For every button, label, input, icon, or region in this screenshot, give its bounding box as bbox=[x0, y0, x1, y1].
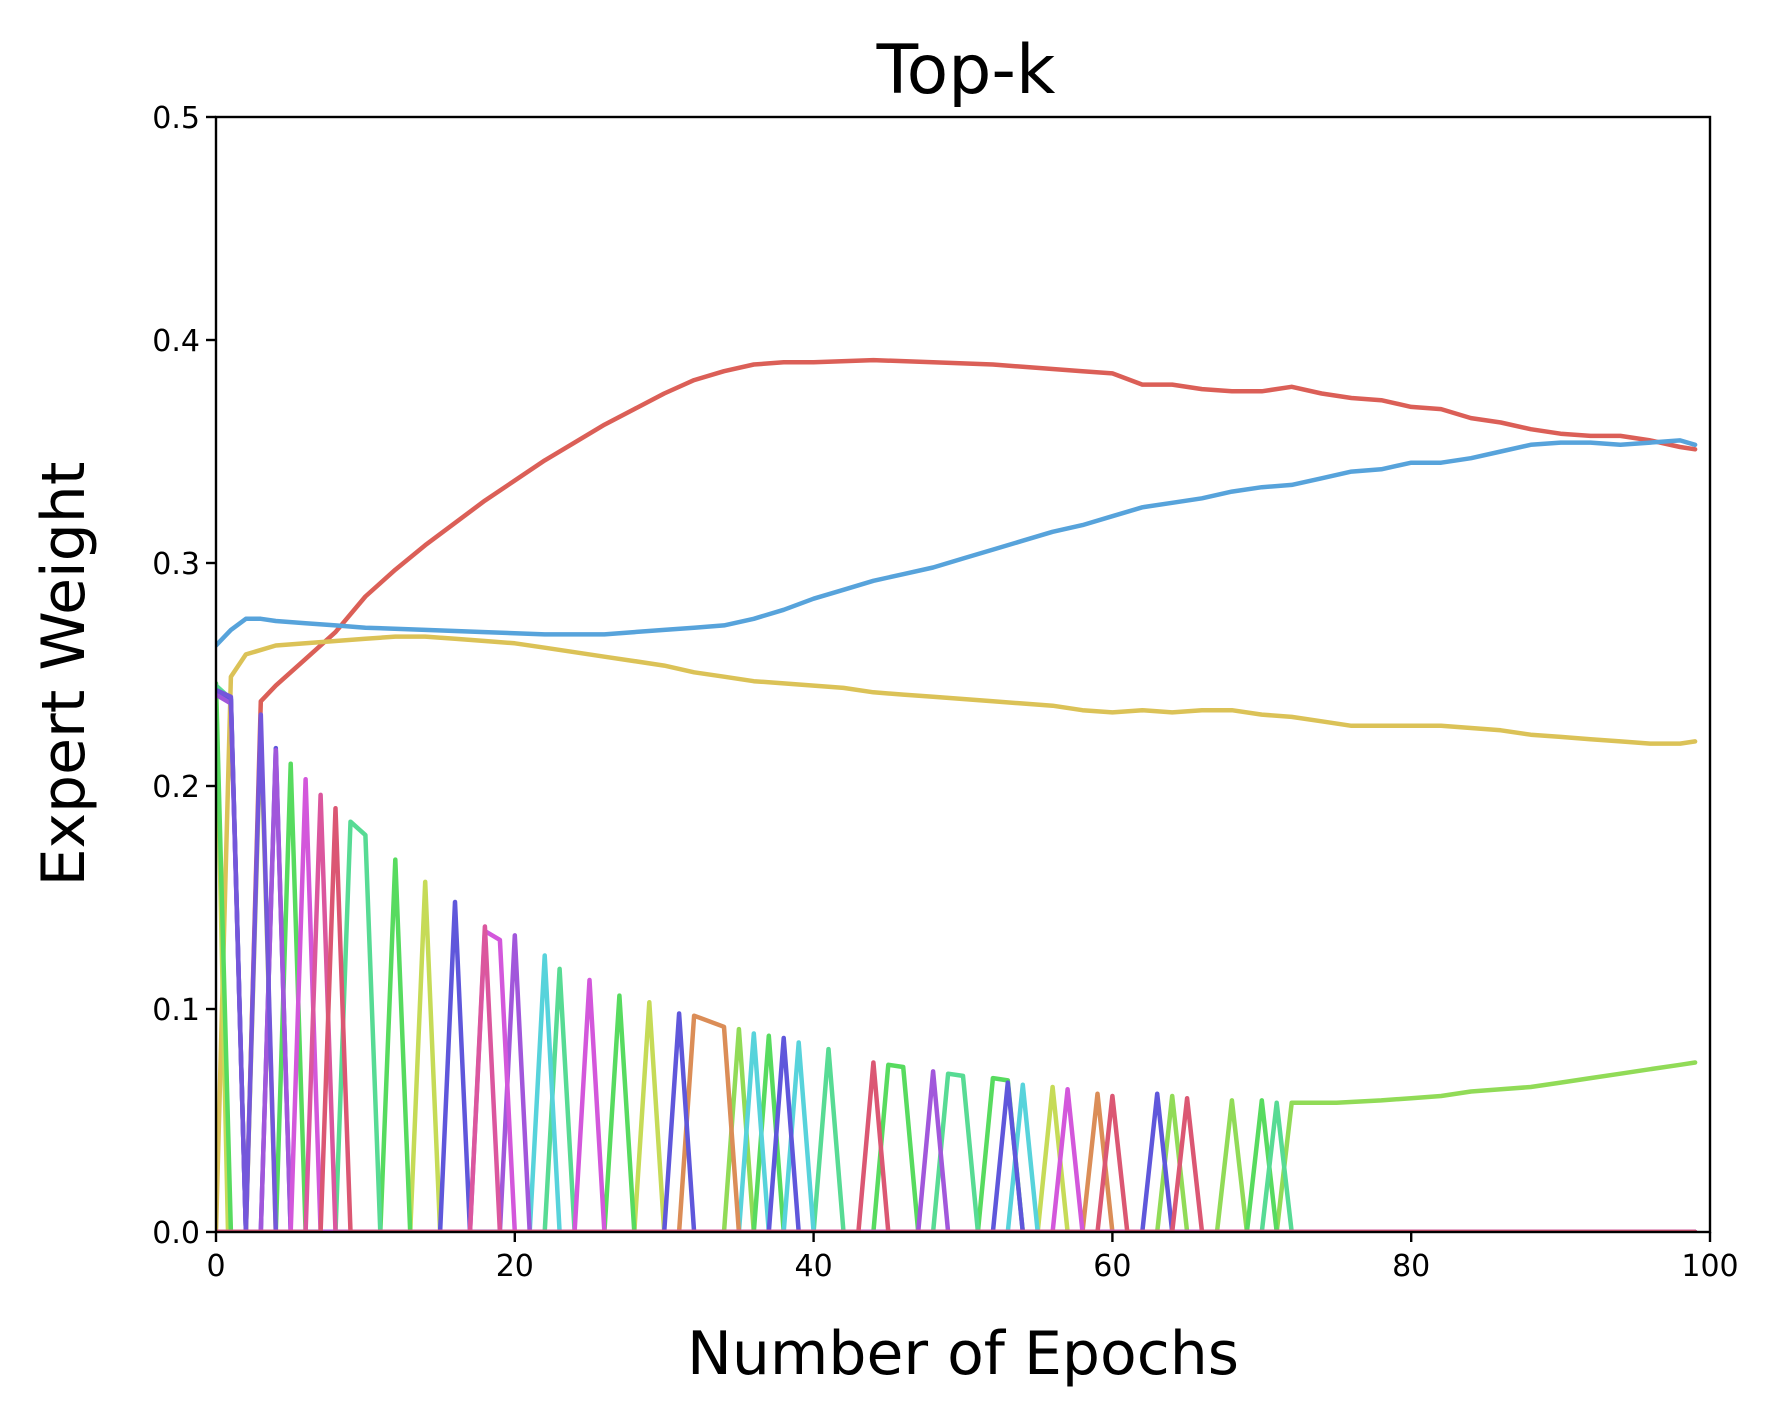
series-line-expert-blue bbox=[216, 438, 1698, 648]
series-line-expert-pink bbox=[216, 792, 1698, 1232]
plot-frame bbox=[214, 115, 1712, 1234]
x-tick-label: 20 bbox=[496, 1249, 534, 1284]
series-line-expert-yellow bbox=[216, 634, 1698, 1232]
series-line-expert-purple bbox=[216, 687, 1698, 1232]
x-tick-label: 60 bbox=[1093, 1249, 1131, 1284]
series-line-expert-yellow-green bbox=[216, 685, 1698, 1232]
plot-area bbox=[214, 115, 1712, 1234]
y-axis: 0.0 0.1 0.2 0.3 0.4 0.5 bbox=[152, 101, 216, 1251]
series-line-expert-red bbox=[216, 357, 1698, 1232]
y-tick-label: 0.4 bbox=[152, 324, 200, 359]
x-axis: 0 20 40 60 80 100 bbox=[206, 1232, 1739, 1284]
x-axis-label: Number of Epochs bbox=[687, 1319, 1239, 1389]
series-line-expert-magenta bbox=[216, 777, 1698, 1232]
series-line-expert-lime bbox=[216, 1026, 1698, 1232]
y-tick-label: 0.3 bbox=[152, 547, 200, 582]
y-tick-label: 0.5 bbox=[152, 101, 200, 136]
series-line-expert-rose bbox=[216, 806, 1698, 1232]
series-layer bbox=[216, 357, 1698, 1232]
x-tick-label: 0 bbox=[206, 1249, 225, 1284]
x-tick-label: 80 bbox=[1392, 1249, 1430, 1284]
x-tick-label: 40 bbox=[795, 1249, 833, 1284]
y-tick-label: 0.1 bbox=[152, 993, 200, 1028]
y-tick-label: 0.2 bbox=[152, 770, 200, 805]
y-tick-label: 0.0 bbox=[152, 1216, 200, 1251]
series-line-expert-orange bbox=[216, 1013, 1698, 1232]
series-line-expert-teal bbox=[216, 683, 1698, 1232]
chart-title: Top-k bbox=[876, 31, 1056, 110]
y-axis-label: Expert Weight bbox=[29, 462, 99, 887]
x-tick-label: 100 bbox=[1681, 1249, 1738, 1284]
series-line-expert-violet bbox=[216, 692, 1698, 1232]
series-line-expert-cyan bbox=[216, 953, 1698, 1232]
